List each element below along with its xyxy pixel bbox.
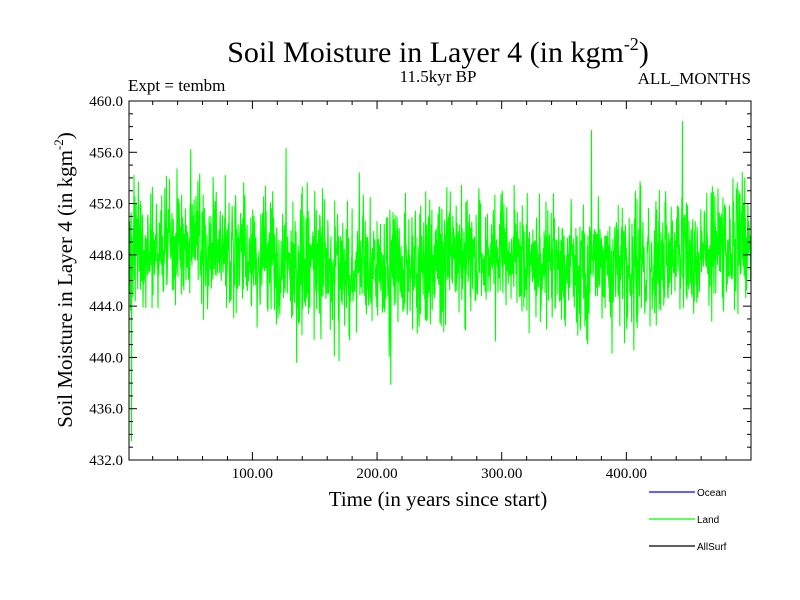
y-tick-label: 432.0 — [89, 453, 123, 469]
y-tick-label: 440.0 — [89, 350, 123, 366]
y-axis-label: Soil Moisture in Layer 4 (in kgm-2) — [51, 132, 77, 427]
subtitle-right: ALL_MONTHS — [638, 69, 751, 88]
y-axis-label-superscript: -2 — [51, 139, 66, 150]
y-tick-label: 436.0 — [89, 402, 123, 418]
tick-layer: 100.00 200.00 300.00 400.00 432.0 436.0 440.0 4… — [89, 94, 751, 482]
legend-allsurf-label: AllSurf — [697, 542, 727, 553]
y-tick-label: 456.0 — [89, 145, 123, 161]
x-tick-label: 200.00 — [356, 466, 397, 482]
subtitle-left: Expt = tembm — [128, 76, 225, 95]
y-tick-label: 452.0 — [89, 197, 123, 213]
legend-ocean-label: Ocean — [697, 488, 726, 499]
subtitle-center: 11.5kyr BP — [400, 67, 477, 86]
plot-frame — [128, 100, 752, 461]
x-axis-label: Time (in years since start) — [329, 487, 548, 511]
legend-land-label: Land — [697, 515, 719, 526]
y-tick-label: 460.0 — [89, 94, 123, 110]
chart-title: Soil Moisture in Layer 4 (in kgm-2) — [227, 34, 649, 69]
chart-title-superscript: -2 — [624, 34, 639, 54]
legend: Ocean Land AllSurf — [649, 488, 727, 553]
y-tick-label: 448.0 — [89, 248, 123, 264]
y-tick-label: 444.0 — [89, 299, 123, 315]
data-layer — [128, 120, 752, 442]
x-tick-label: 300.00 — [481, 466, 522, 482]
x-tick-label: 400.00 — [606, 466, 647, 482]
x-tick-label: 100.00 — [232, 466, 273, 482]
series-land-line — [128, 120, 752, 442]
